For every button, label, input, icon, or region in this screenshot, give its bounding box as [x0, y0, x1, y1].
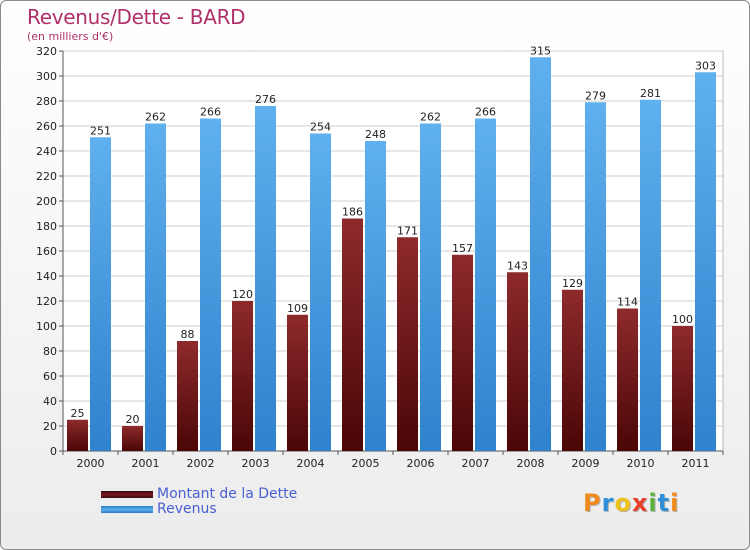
value-label-revenus: 262 — [420, 111, 441, 124]
value-label-dette: 88 — [181, 328, 195, 341]
legend-label-revenus: Revenus — [157, 501, 217, 517]
bar-revenus — [365, 141, 386, 451]
y-tick-label: 160 — [36, 245, 57, 258]
value-label-dette: 157 — [452, 242, 473, 255]
y-tick-label: 300 — [36, 70, 57, 83]
x-tick-label: 2008 — [517, 457, 545, 470]
y-tick-label: 20 — [43, 420, 57, 433]
bar-dette — [67, 419, 88, 451]
y-tick-label: 80 — [43, 345, 57, 358]
y-tick-label: 60 — [43, 370, 57, 383]
x-tick-label: 2004 — [297, 457, 325, 470]
value-label-dette: 171 — [397, 224, 418, 237]
bar-dette — [177, 341, 198, 451]
bar-revenus — [200, 118, 221, 451]
y-tick-label: 320 — [36, 45, 57, 58]
value-label-dette: 143 — [507, 259, 528, 272]
bar-dette — [397, 237, 418, 451]
bar-dette — [617, 308, 638, 451]
value-label-dette: 109 — [287, 302, 308, 315]
value-label-revenus: 281 — [640, 87, 661, 100]
bar-revenus — [255, 106, 276, 451]
x-tick-label: 2006 — [407, 457, 435, 470]
bar-dette — [287, 314, 308, 451]
value-label-revenus: 254 — [310, 121, 331, 134]
value-label-revenus: 251 — [90, 124, 111, 137]
y-tick-label: 140 — [36, 270, 57, 283]
y-tick-label: 120 — [36, 295, 57, 308]
proxiti-logo: Proxiti — [583, 489, 680, 517]
chart-subtitle: (en milliers d'€) — [27, 30, 114, 43]
bar-dette — [452, 254, 473, 451]
value-label-revenus: 276 — [255, 93, 276, 106]
y-tick-label: 40 — [43, 395, 57, 408]
value-label-dette: 186 — [342, 206, 363, 219]
value-label-revenus: 262 — [145, 111, 166, 124]
bar-dette — [342, 218, 363, 451]
x-tick-label: 2005 — [352, 457, 380, 470]
x-tick-label: 2002 — [187, 457, 215, 470]
bar-revenus — [145, 123, 166, 451]
bar-revenus — [475, 118, 496, 451]
value-label-revenus: 248 — [365, 128, 386, 141]
x-tick-label: 2009 — [572, 457, 600, 470]
y-tick-label: 0 — [50, 445, 57, 458]
bar-revenus — [420, 123, 441, 451]
bar-revenus — [310, 133, 331, 451]
bar-revenus — [640, 99, 661, 451]
value-label-revenus: 279 — [585, 89, 606, 102]
chart-title: Revenus/Dette - BARD — [27, 5, 246, 29]
bar-dette — [562, 289, 583, 451]
bar-dette — [507, 272, 528, 451]
value-label-revenus: 266 — [475, 106, 496, 119]
value-label-revenus: 303 — [695, 59, 716, 72]
value-label-revenus: 266 — [200, 106, 221, 119]
y-tick-label: 240 — [36, 145, 57, 158]
value-label-dette: 120 — [232, 288, 253, 301]
y-tick-label: 260 — [36, 120, 57, 133]
x-tick-label: 2007 — [462, 457, 490, 470]
value-label-dette: 114 — [617, 296, 638, 309]
value-label-dette: 25 — [71, 407, 85, 420]
x-tick-label: 2011 — [682, 457, 710, 470]
y-tick-label: 180 — [36, 220, 57, 233]
legend-swatch-revenus — [101, 506, 153, 513]
bar-revenus — [695, 72, 716, 451]
bar-revenus — [530, 57, 551, 451]
legend-swatch-dette — [101, 491, 153, 498]
y-tick-label: 200 — [36, 195, 57, 208]
bar-dette — [232, 301, 253, 451]
bar-revenus — [585, 102, 606, 451]
legend-label-dette: Montant de la Dette — [157, 486, 298, 502]
bar-dette — [672, 326, 693, 451]
y-tick-label: 100 — [36, 320, 57, 333]
value-label-revenus: 315 — [530, 44, 551, 57]
y-tick-label: 280 — [36, 95, 57, 108]
value-label-dette: 20 — [126, 413, 140, 426]
value-label-dette: 100 — [672, 313, 693, 326]
bar-dette — [122, 426, 143, 451]
y-tick-label: 220 — [36, 170, 57, 183]
x-tick-label: 2001 — [132, 457, 160, 470]
x-tick-label: 2010 — [627, 457, 655, 470]
x-tick-label: 2000 — [77, 457, 105, 470]
bar-revenus — [90, 137, 111, 451]
value-label-dette: 129 — [562, 277, 583, 290]
x-tick-label: 2003 — [242, 457, 270, 470]
